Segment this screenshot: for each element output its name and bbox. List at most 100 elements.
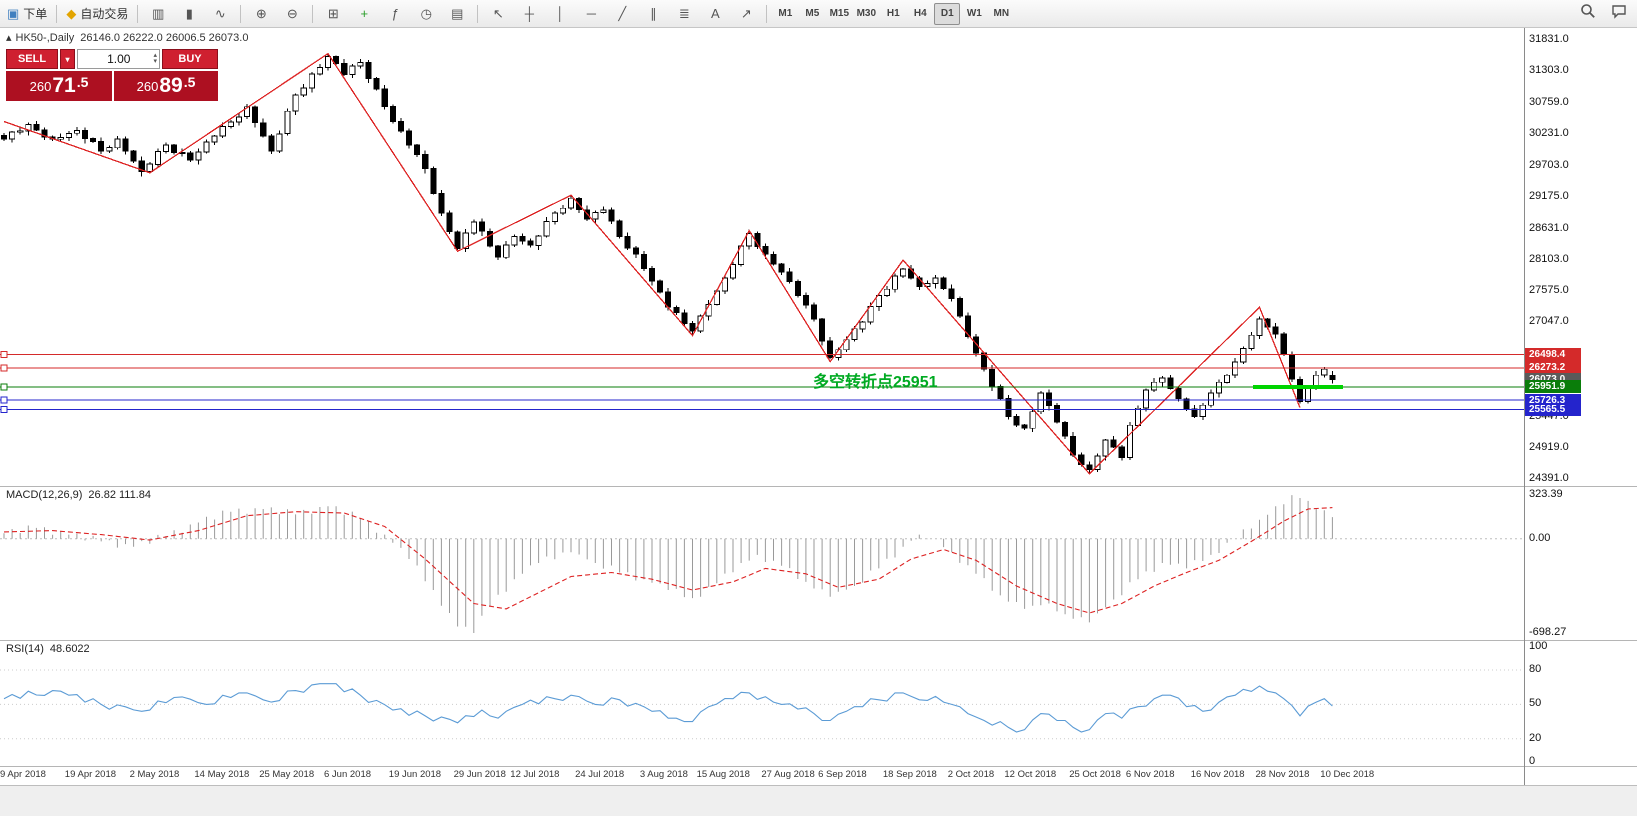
macd-values: 26.82 111.84 [88, 489, 152, 501]
buy-price-big-digits: 89 [159, 74, 183, 97]
timeframe-d1-button[interactable]: D1 [934, 2, 961, 25]
sell-button[interactable]: SELL [6, 49, 58, 69]
new-order-button[interactable]: ▣ 下单 [3, 2, 51, 26]
macd-signal-line [3, 507, 1333, 614]
price-chart[interactable] [0, 28, 1524, 486]
toolbar-separator [56, 4, 58, 23]
toolbar-separator [137, 4, 139, 23]
pivot-annotation-text[interactable]: 多空转折点25951 [813, 374, 938, 391]
volume-value: 1.00 [107, 52, 131, 66]
timeframe-h4-button[interactable]: H4 [913, 8, 927, 19]
fibonacci-icon: ≣ [678, 6, 690, 21]
timeframe-w1-button[interactable]: W1 [966, 8, 982, 19]
horizontal-line[interactable] [0, 351, 1524, 359]
timeframe-m5-button[interactable]: M5 [805, 8, 820, 19]
window-bottom-strip [0, 785, 1637, 816]
toolbar-separator [766, 4, 768, 23]
buy-button[interactable]: BUY [162, 49, 218, 69]
crosshair-button[interactable]: ┼ [514, 2, 544, 26]
rsi-name: RSI(14) [6, 643, 44, 655]
horizontal-line[interactable] [0, 396, 1524, 404]
buy-price-suffix: .5 [183, 74, 196, 90]
main-toolbar: ▣ 下单 ◆ 自动交易 ▥ ▮ ∿ ⊕ ⊖ ⊞ + ƒ ◷ ▤ ↖ ┼ │ ─ ╱ ∥ ≣ A ↗ M1 M5 M15 M30 H1 H… [0, 0, 1637, 28]
zoom-in-button[interactable]: ⊕ [246, 2, 276, 26]
arrow-tools-button[interactable]: ↗ [731, 2, 761, 26]
horizontal-line-button[interactable]: ─ [576, 2, 606, 26]
rsi-label: RSI(14) 48.6022 [6, 643, 90, 655]
timeframe-m1-button[interactable]: M1 [778, 8, 793, 19]
timeframe-mn-button[interactable]: MN [993, 8, 1010, 19]
date-label: 3 Aug 2018 [639, 769, 688, 780]
date-label: 18 Sep 2018 [882, 769, 937, 780]
stepper-down-icon[interactable]: ▾ [153, 58, 157, 65]
price-tag: 26273.2 [1525, 361, 1581, 375]
templates-button[interactable]: ▤ [442, 2, 472, 26]
new-chart-button[interactable]: + [349, 2, 379, 26]
indicators-icon: ƒ [391, 6, 399, 21]
text-annotation-icon: A [710, 6, 720, 21]
macd-axis-label: 0.00 [1529, 531, 1551, 544]
horizontal-line[interactable] [0, 364, 1524, 372]
fibonacci-button[interactable]: ≣ [669, 2, 699, 26]
chat-button[interactable] [1604, 2, 1634, 26]
search-button[interactable] [1573, 2, 1603, 26]
timeframe-m15-button[interactable]: M15 [829, 8, 850, 19]
auto-trading-icon: ◆ [66, 6, 77, 21]
date-label: 16 Nov 2018 [1190, 769, 1245, 780]
indicators-button[interactable]: ƒ [380, 2, 410, 26]
macd-axis-label: 323.39 [1529, 488, 1563, 500]
trendline-icon: ╱ [618, 6, 627, 21]
price-axis-border [1524, 28, 1525, 785]
volume-input[interactable]: 1.00 ▴ ▾ [77, 49, 160, 69]
sell-price-suffix: .5 [76, 74, 89, 90]
rsi-line [3, 683, 1333, 733]
macd-axis-label: -698.27 [1529, 626, 1567, 638]
zigzag-line[interactable] [3, 52, 1301, 475]
search-icon [1580, 3, 1596, 24]
toolbar-separator [240, 4, 242, 23]
candlestick-chart-button[interactable]: ▮ [174, 2, 204, 26]
vertical-line-button[interactable]: │ [545, 2, 575, 26]
rsi-axis-label: 0 [1529, 754, 1536, 767]
date-label: 12 Jul 2018 [510, 769, 560, 780]
tile-windows-button[interactable]: ⊞ [318, 2, 348, 26]
new-order-icon: ▣ [7, 6, 20, 21]
ohlc-values: 26146.0 26222.0 26006.5 26073.0 [80, 32, 249, 44]
buy-price-prefix: 260 [136, 78, 159, 94]
bar-chart-button[interactable]: ▥ [143, 2, 173, 26]
date-label: 6 Jun 2018 [324, 769, 372, 780]
cursor-button[interactable]: ↖ [483, 2, 513, 26]
price-tag: 26498.4 [1525, 348, 1581, 362]
timeframe-m30-button[interactable]: M30 [856, 8, 877, 19]
panel-separator[interactable] [0, 486, 1637, 487]
volume-stepper[interactable]: ▴ ▾ [153, 52, 157, 65]
horizontal-line[interactable] [0, 406, 1524, 414]
auto-trading-button[interactable]: ◆ 自动交易 [62, 2, 132, 26]
periods-icon: ◷ [420, 6, 432, 21]
periods-button[interactable]: ◷ [411, 2, 441, 26]
buy-price-button[interactable]: 260 89 .5 [114, 71, 218, 101]
timeframe-h1-button[interactable]: H1 [886, 8, 900, 19]
panel-separator[interactable] [0, 640, 1637, 641]
sell-price-button[interactable]: 260 71 .5 [6, 71, 112, 101]
price-axis-label: 27575.0 [1529, 284, 1569, 297]
zoom-out-button[interactable]: ⊖ [277, 2, 307, 26]
new-chart-icon: + [360, 6, 369, 21]
rsi-indicator-panel[interactable] [0, 641, 1524, 766]
zoom-in-icon: ⊕ [255, 6, 267, 21]
price-axis-label: 29175.0 [1529, 189, 1569, 202]
equidistant-channel-button[interactable]: ∥ [638, 2, 668, 26]
macd-indicator-panel[interactable] [0, 487, 1524, 640]
sell-dropdown-button[interactable]: ▾ [60, 49, 75, 69]
line-chart-button[interactable]: ∿ [205, 2, 235, 26]
text-annotation-button[interactable]: A [700, 2, 730, 26]
date-label: 28 Nov 2018 [1255, 769, 1310, 780]
trendline-button[interactable]: ╱ [607, 2, 637, 26]
stepper-up-icon[interactable]: ▴ [153, 52, 157, 59]
new-order-button-label: 下单 [23, 7, 48, 21]
date-label: 25 May 2018 [259, 769, 315, 780]
date-label: 19 Jun 2018 [388, 769, 442, 780]
collapse-arrow-icon[interactable]: ▴ [6, 32, 12, 44]
